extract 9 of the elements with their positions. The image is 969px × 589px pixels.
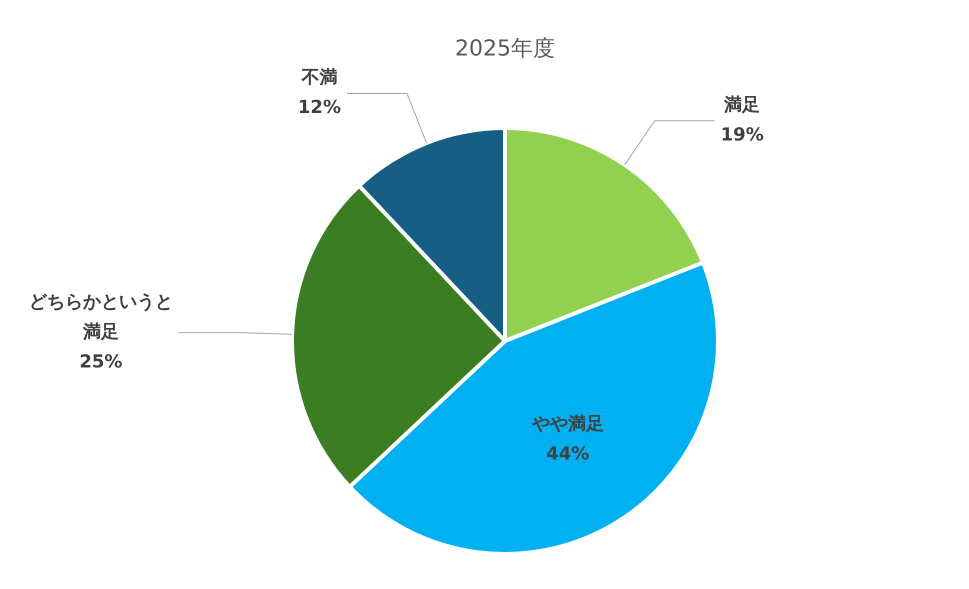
slice-label: 不満 — [300, 67, 338, 88]
data-label: 25% — [79, 351, 122, 372]
data-label: 19% — [720, 124, 764, 146]
slice-label: どちらかというと満足 — [28, 291, 173, 342]
slice-label: やや満足 — [530, 414, 604, 435]
data-label: 44% — [546, 444, 590, 465]
data-label: 12% — [298, 97, 341, 118]
slice-label: 満足 — [723, 94, 760, 116]
chart-title: 2025年度 — [455, 36, 555, 62]
